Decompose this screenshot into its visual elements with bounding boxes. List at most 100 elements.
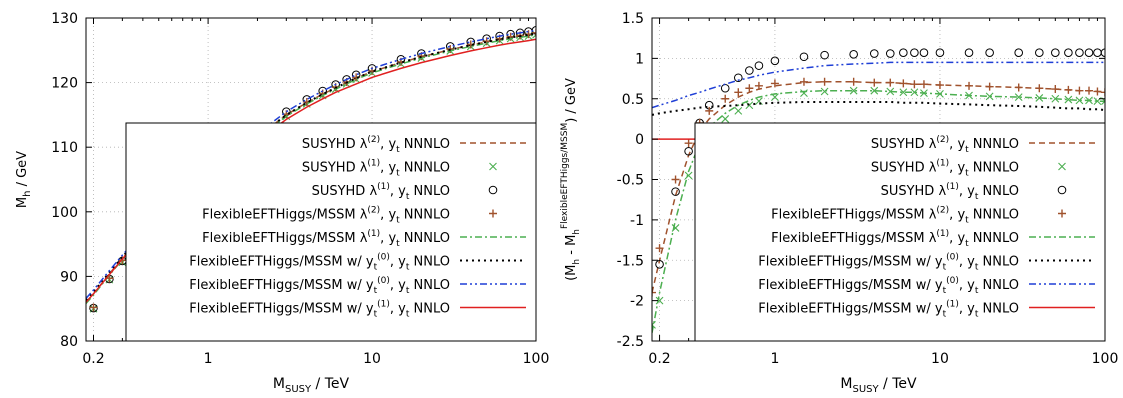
y-tick-label: -0.5 <box>617 173 644 189</box>
data-point-plus <box>1064 85 1073 94</box>
data-point-circle <box>799 52 809 62</box>
data-point-circle <box>671 187 680 196</box>
x-axis-label: MSUSY / TeV <box>273 376 350 394</box>
data-point-plus <box>935 81 944 90</box>
legend-label-7: FlexibleEFTHiggs/MSSM w/ yt(1)​, yt​ NNL… <box>758 300 1019 320</box>
data-point-circle <box>1093 48 1102 58</box>
data-point-x <box>734 106 743 115</box>
data-point-x <box>910 88 919 97</box>
legend-label-3: FlexibleEFTHiggs/MSSM λ(2)​, yt​ NNNLO <box>771 206 1019 226</box>
y-axis-label: (Mh - MhFlexibleEFTHiggs/MSSM) / GeV <box>560 78 582 281</box>
x-tick-label: 100 <box>1092 351 1119 367</box>
data-point-plus <box>684 139 693 148</box>
data-point-x <box>985 92 994 101</box>
x-tick-label: 10 <box>363 351 381 367</box>
y-tick-label: 130 <box>51 11 78 27</box>
legend-label-5: FlexibleEFTHiggs/MSSM w/ yt(0)​, yt​ NNL… <box>758 253 1019 273</box>
data-point-circle <box>910 48 919 58</box>
data-point-plus <box>89 303 98 312</box>
data-point-circle <box>985 48 994 58</box>
data-point-circle <box>1064 48 1073 58</box>
data-point-plus <box>745 84 754 93</box>
y-tick-label: -1 <box>630 213 644 229</box>
data-point-x <box>820 87 829 96</box>
data-point-circle <box>655 259 664 269</box>
data-point-circle <box>964 48 974 58</box>
data-point-plus <box>985 82 994 91</box>
data-point-x <box>1064 95 1073 104</box>
x-tick-label: 1 <box>770 351 779 367</box>
data-point-circle <box>1035 48 1044 58</box>
data-point-circle <box>849 50 858 59</box>
data-point-plus <box>482 37 491 46</box>
legend-label-5: FlexibleEFTHiggs/MSSM w/ yt(0)​, yt​ NNL… <box>189 253 450 273</box>
data-point-x <box>671 224 680 232</box>
legend-label-6: FlexibleEFTHiggs/MSSM w/ yt(0)​, yt​ NNL… <box>189 276 450 296</box>
legend-sample-x <box>489 162 497 171</box>
data-point-plus <box>799 77 808 86</box>
series-line-5 <box>86 32 536 301</box>
data-point-circle <box>1075 48 1084 58</box>
data-point-x <box>1075 96 1084 105</box>
legend-label-1: SUSYHD λ(1)​, yt​ NNNLO <box>302 159 450 179</box>
data-point-plus <box>919 80 928 89</box>
x-axis-label: MSUSY / TeV <box>840 376 917 394</box>
data-point-x <box>800 89 808 97</box>
y-tick-label: -1.5 <box>617 253 644 269</box>
data-point-circle <box>820 50 829 60</box>
legend: SUSYHD λ(2)​, yt​ NNNLO SUSYHD λ(1)​, yt​… <box>694 122 1106 342</box>
data-point-plus <box>1085 86 1094 95</box>
x-tick-label: 0.2 <box>82 351 104 367</box>
x-tick-label: 1 <box>204 351 213 367</box>
data-point-plus <box>1093 87 1102 96</box>
legend-box <box>125 122 537 342</box>
data-point-circle <box>935 48 945 58</box>
legend-label-1: SUSYHD λ(1)​, yt​ NNNLO <box>871 159 1019 179</box>
data-point-plus <box>1051 85 1060 94</box>
legend-label-3: FlexibleEFTHiggs/MSSM λ(2)​, yt​ NNNLO <box>202 206 450 226</box>
data-point-plus <box>870 78 879 87</box>
data-point-plus <box>734 88 743 97</box>
legend: SUSYHD λ(2)​, yt​ NNNLO SUSYHD λ(1)​, yt​… <box>125 122 537 342</box>
y-tick-label: -2.5 <box>617 334 644 350</box>
data-point-plus <box>1035 84 1044 93</box>
data-point-plus <box>899 79 908 88</box>
data-point-plus <box>1014 83 1023 92</box>
y-tick-label: 0.5 <box>622 92 644 108</box>
legend-sample-x <box>1058 162 1066 171</box>
x-tick-label: 0.2 <box>648 351 670 367</box>
data-point-x <box>899 88 908 97</box>
data-point-plus <box>721 94 730 103</box>
data-point-circle <box>720 83 730 93</box>
legend-sample-circle <box>488 185 498 195</box>
legend-sample-circle <box>1057 185 1067 195</box>
y-tick-label: 80 <box>60 334 78 350</box>
right-panel-delta-mh-vs-msusy: -2.5 -2 -1.5 -1 -0.5 0 0.5 1 1.5 0.2 1 10 100 MSUSY /… <box>560 11 1119 395</box>
data-point-x <box>870 86 879 95</box>
legend-sample-plus <box>1058 209 1066 218</box>
data-point-circle <box>1051 48 1060 58</box>
data-point-circle <box>919 48 929 58</box>
data-point-plus <box>849 77 858 86</box>
data-point-circle <box>745 66 754 75</box>
data-point-plus <box>820 77 829 86</box>
data-point-circle <box>770 56 780 66</box>
data-point-circle <box>754 61 764 70</box>
legend-label-0: SUSYHD λ(2)​, yt​ NNNLO <box>302 135 450 155</box>
y-tick-label: 1 <box>635 51 644 67</box>
legend-label-2: SUSYHD λ(1)​, yt​ NNLO <box>881 182 1019 202</box>
data-point-x <box>849 86 858 95</box>
legend-label-4: FlexibleEFTHiggs/MSSM λ(1)​, yt​ NNNLO <box>771 229 1019 249</box>
data-point-circle <box>885 49 895 58</box>
data-point-plus <box>532 28 536 37</box>
y-tick-label: 90 <box>60 269 78 285</box>
data-point-x <box>1014 93 1023 102</box>
legend-label-0: SUSYHD λ(2)​, yt​ NNNLO <box>871 135 1019 155</box>
y-tick-label: 120 <box>51 76 78 92</box>
legend-label-6: FlexibleEFTHiggs/MSSM w/ yt(0)​, yt​ NNL… <box>758 276 1019 296</box>
data-point-plus <box>965 81 974 90</box>
data-point-plus <box>910 80 919 89</box>
data-point-plus <box>655 244 664 253</box>
data-point-circle <box>1014 48 1024 58</box>
